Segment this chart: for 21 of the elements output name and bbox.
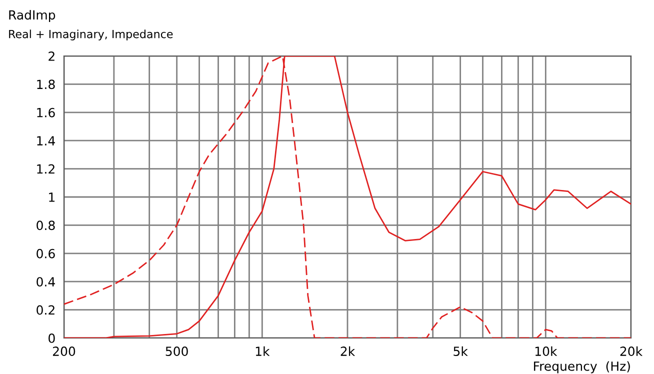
y-tick-label: 0.2 [36, 305, 54, 315]
y-tick-label: 0.6 [36, 248, 55, 258]
y-tick-label: 2 [48, 51, 54, 61]
x-tick-label: 20k [620, 346, 643, 356]
y-tick-label: 1.2 [37, 164, 54, 174]
y-tick-label: 1.4 [37, 136, 55, 146]
x-tick-label: 500 [166, 346, 188, 356]
x-tick-label: 5k [454, 346, 468, 356]
x-tick-label: 1k [256, 346, 270, 356]
y-tick-label: 0.4 [36, 277, 55, 287]
y-tick-label: 1.8 [37, 80, 55, 90]
chart-title: RadImp [9, 10, 56, 22]
y-tick-label: 1.6 [37, 108, 55, 118]
x-tick-label: 10k [535, 346, 558, 356]
x-tick-label: 2k [340, 346, 356, 356]
x-tick-label: 200 [52, 346, 76, 356]
y-tick-label: 1 [49, 192, 55, 202]
y-tick-label: 0 [48, 333, 55, 343]
chart-subtitle: Real + Imaginary, Impedance [9, 30, 173, 40]
y-tick-label: 0.8 [36, 220, 55, 230]
x-axis-title: Frequency (Hz) [534, 361, 630, 374]
